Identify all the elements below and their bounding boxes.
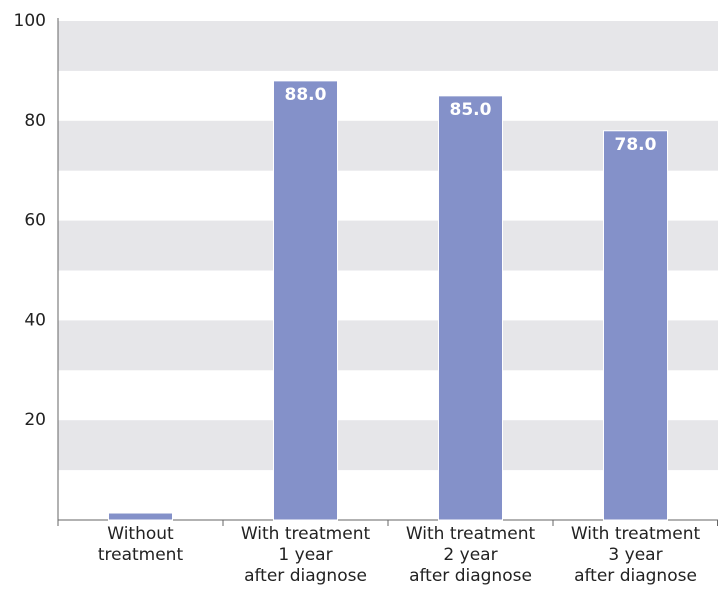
value-label: 78.0 xyxy=(615,135,657,155)
x-tick-label: With treatment 3 year after diagnose xyxy=(570,524,701,586)
y-tick-label: 100 xyxy=(14,11,46,31)
y-tick-label: 80 xyxy=(24,111,46,131)
bar xyxy=(108,512,173,521)
value-label: 88.0 xyxy=(285,85,327,105)
value-label: 85.0 xyxy=(450,100,492,120)
y-tick-label: 60 xyxy=(24,211,46,231)
y-tick-label: 20 xyxy=(24,410,46,430)
bar xyxy=(273,80,338,521)
grid-band xyxy=(58,21,718,71)
y-tick-label: 40 xyxy=(24,310,46,330)
x-tick-label: Without treatment xyxy=(97,524,184,565)
value-label: 1.4 xyxy=(125,517,155,537)
x-tick-label: With treatment 2 year after diagnose xyxy=(405,524,536,586)
x-tick-label: With treatment 1 year after diagnose xyxy=(240,524,371,586)
bar xyxy=(603,130,668,521)
bar xyxy=(438,95,503,521)
